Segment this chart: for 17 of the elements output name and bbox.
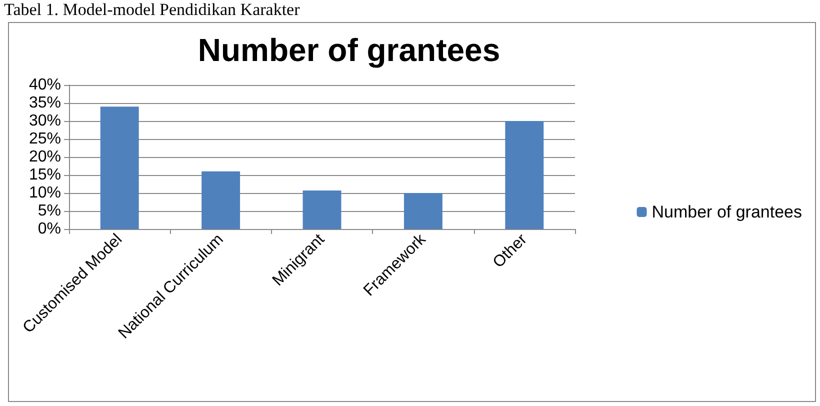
bar: [202, 171, 240, 229]
y-tick-label: 20%: [28, 148, 61, 166]
y-tick-label: 0%: [38, 220, 61, 238]
y-tick-label: 35%: [28, 94, 61, 112]
legend-label: Number of grantees: [652, 202, 802, 222]
y-tick-label: 25%: [28, 130, 61, 148]
y-tick-label: 40%: [28, 76, 61, 94]
y-tick-label: 30%: [28, 112, 61, 130]
chart-title: Number of grantees: [198, 32, 500, 68]
text: Tabel 1. Model-model Pendidikan Karakter: [4, 0, 300, 20]
y-tick-label: 5%: [38, 202, 61, 220]
y-tick-label: 15%: [28, 166, 61, 184]
y-tick-label: 10%: [28, 184, 61, 202]
bar: [404, 193, 442, 229]
bar: [100, 106, 139, 229]
bar: [505, 121, 544, 229]
bar: [302, 190, 342, 229]
